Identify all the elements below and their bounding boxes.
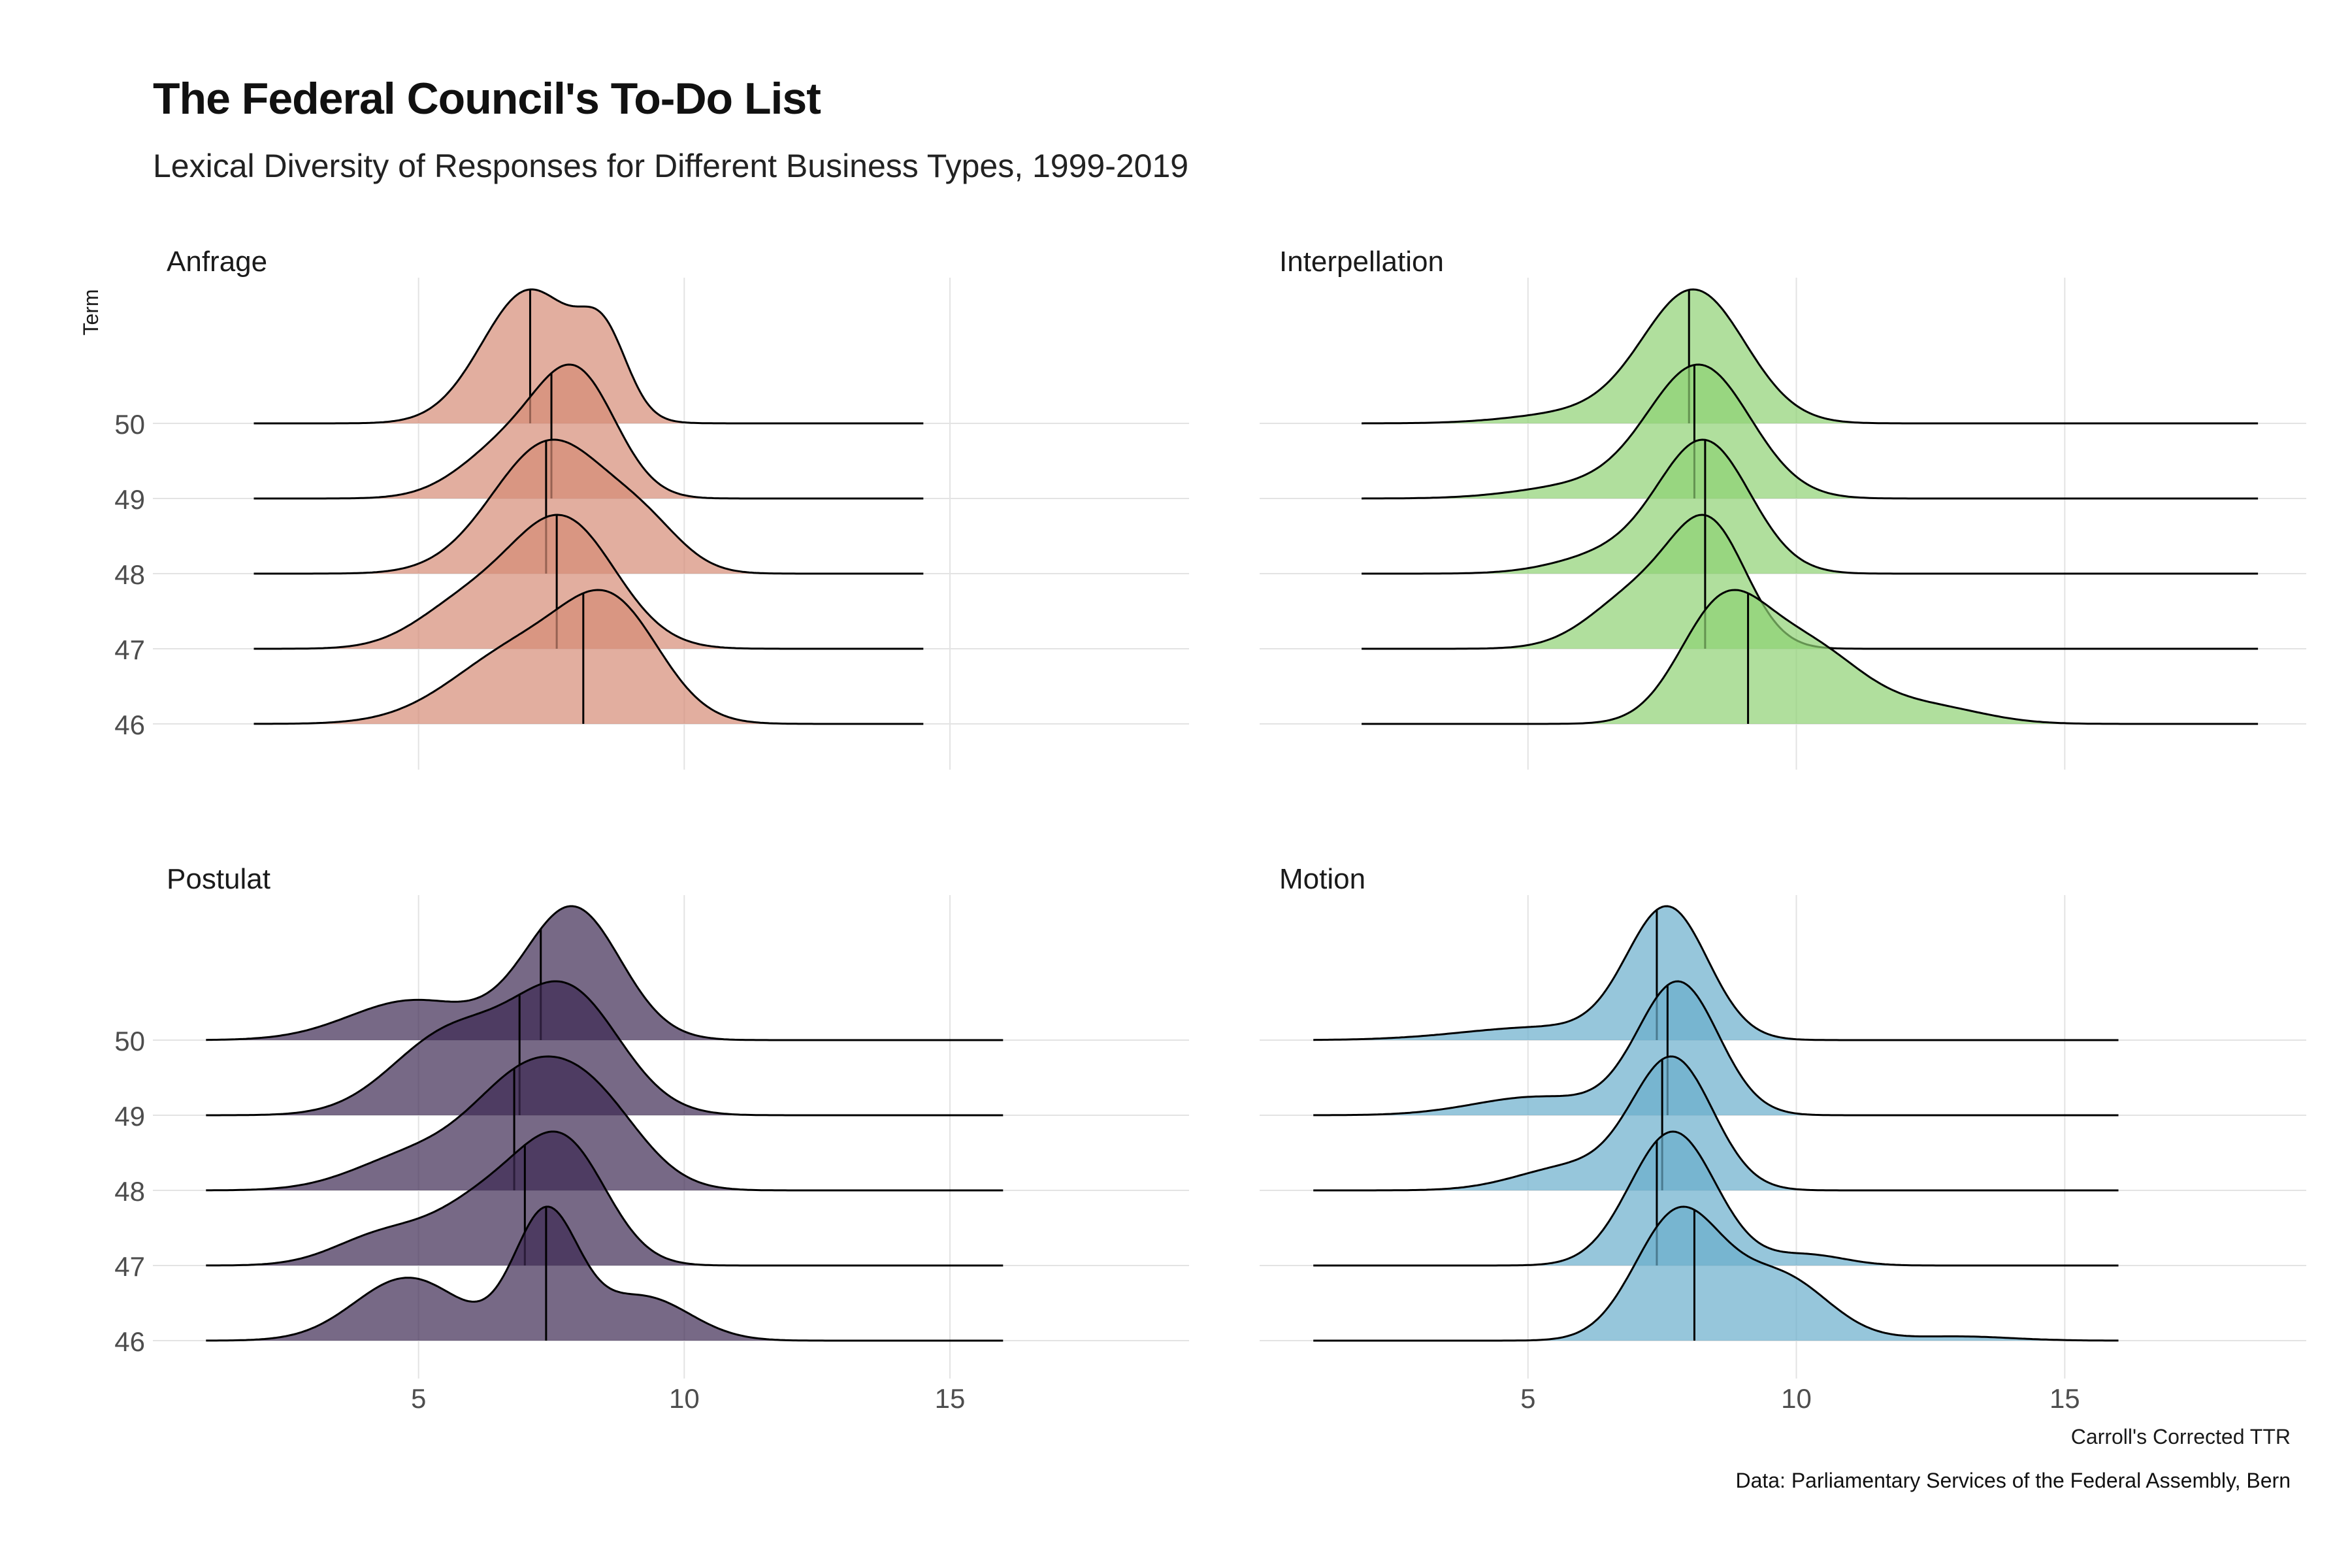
ridge-outline	[253, 288, 924, 425]
y-tick-label: 47	[114, 1251, 145, 1282]
ridge-outline	[1313, 905, 2119, 1041]
ridge-area	[253, 365, 924, 498]
x-tick-label: 10	[1781, 1383, 1812, 1414]
ridge-area	[1362, 590, 2259, 724]
x-tick-label: 15	[935, 1383, 966, 1414]
ridge-outline	[253, 589, 924, 725]
ridge-outline	[206, 1205, 1004, 1342]
ridge-outline	[253, 514, 924, 650]
x-tick-label: 5	[411, 1383, 426, 1414]
ridge-area	[1362, 289, 2259, 423]
x-axis-title: Carroll's Corrected TTR	[2071, 1425, 2291, 1448]
ridge-outline	[206, 1130, 1004, 1267]
x-tick-label: 15	[2050, 1383, 2080, 1414]
y-tick-label: 50	[114, 409, 145, 440]
panel-label: Anfrage	[167, 246, 267, 278]
ridge-outline	[253, 363, 924, 500]
panel-label: Motion	[1279, 863, 1365, 895]
panel-label: Interpellation	[1279, 246, 1444, 278]
ridge-outline	[206, 1055, 1004, 1192]
ridge-area	[253, 289, 924, 423]
ridge-area	[206, 1056, 1004, 1190]
y-axis-title: Term	[79, 289, 103, 335]
ridge-area	[206, 981, 1004, 1115]
ridge-area	[1313, 1207, 2119, 1341]
chart-title: The Federal Council's To-Do List	[153, 74, 821, 123]
ridge-outline	[1362, 288, 2259, 425]
chart-subtitle: Lexical Diversity of Responses for Diffe…	[153, 148, 1189, 184]
y-tick-label: 48	[114, 1176, 145, 1207]
x-tick-label: 5	[1520, 1383, 1535, 1414]
y-tick-label: 50	[114, 1026, 145, 1056]
ridge-area	[206, 1132, 1004, 1266]
ridge-area	[1313, 981, 2119, 1115]
ridge-area	[1313, 906, 2119, 1040]
ridge-outline	[1313, 1130, 2119, 1267]
ridge-area	[1362, 365, 2259, 498]
ridge-outline	[1313, 1055, 2119, 1192]
ridge-outline	[1313, 1205, 2119, 1342]
ridge-area	[253, 515, 924, 649]
y-tick-label: 49	[114, 1101, 145, 1132]
ridge-area	[253, 440, 924, 574]
ridge-outline	[1362, 363, 2259, 500]
ridge-area	[206, 1207, 1004, 1341]
y-tick-label: 48	[114, 559, 145, 590]
panel-label: Postulat	[167, 863, 270, 895]
data-source-caption: Data: Parliamentary Services of the Fede…	[1735, 1469, 2291, 1492]
y-tick-label: 46	[114, 1326, 145, 1357]
y-tick-label: 47	[114, 634, 145, 665]
ridge-outline	[1362, 438, 2259, 575]
ridge-area	[206, 906, 1004, 1040]
ridge-area	[1362, 515, 2259, 649]
ridge-outline	[1313, 980, 2119, 1117]
ridge-area	[1313, 1132, 2119, 1266]
ridge-outline	[206, 980, 1004, 1117]
x-tick-label: 10	[669, 1383, 700, 1414]
ridge-area	[1313, 1056, 2119, 1190]
ridge-outline	[253, 438, 924, 575]
y-tick-label: 46	[114, 710, 145, 740]
y-tick-label: 49	[114, 484, 145, 515]
ridge-outline	[1362, 514, 2259, 650]
ridge-area	[1362, 440, 2259, 574]
ridge-outline	[206, 905, 1004, 1041]
ridge-area	[253, 590, 924, 724]
ridge-outline	[1362, 589, 2259, 725]
